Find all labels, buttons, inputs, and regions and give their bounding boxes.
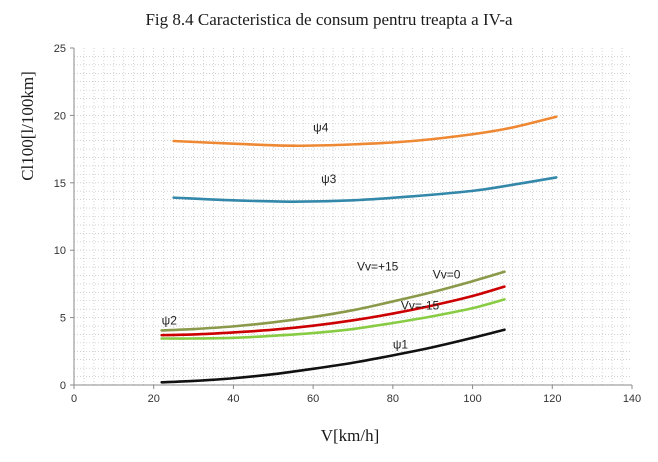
series-annotation: ψ2 <box>162 313 178 327</box>
series-annotation: Vv=+15 <box>357 259 399 273</box>
series-line-vv-15 <box>160 298 506 340</box>
x-tick-label: 120 <box>543 393 561 405</box>
series-annotation: ψ3 <box>321 172 337 186</box>
x-axis-label: V[km/h] <box>320 426 380 445</box>
y-tick-label: 15 <box>54 178 66 190</box>
y-tick-label: 25 <box>54 43 66 55</box>
series-annotation: ψ1 <box>393 338 409 352</box>
x-tick-label: 100 <box>463 393 481 405</box>
y-tick-label: 0 <box>60 380 66 392</box>
x-tick-label: 0 <box>71 393 77 405</box>
x-tick-label: 80 <box>387 393 399 405</box>
series-line-vv-15 <box>160 270 506 332</box>
series-line-1 <box>160 328 506 384</box>
y-tick-label: 5 <box>60 313 66 325</box>
x-tick-label: 20 <box>148 393 160 405</box>
chart-title: Fig 8.4 Caracteristica de consum pentru … <box>145 10 513 29</box>
x-tick-label: 140 <box>623 393 641 405</box>
x-tick-label: 60 <box>307 393 319 405</box>
series-line-4 <box>172 115 558 148</box>
y-tick-label: 20 <box>54 110 66 122</box>
series-annotation: ψ4 <box>313 121 329 135</box>
y-tick-label: 10 <box>54 245 66 257</box>
x-tick-label: 40 <box>227 393 239 405</box>
series-annotation: Vv=0 <box>433 268 461 282</box>
series-line-vv-0 <box>160 285 506 337</box>
series-line-3 <box>172 176 558 203</box>
series-annotation: Vv=-15 <box>401 299 440 313</box>
